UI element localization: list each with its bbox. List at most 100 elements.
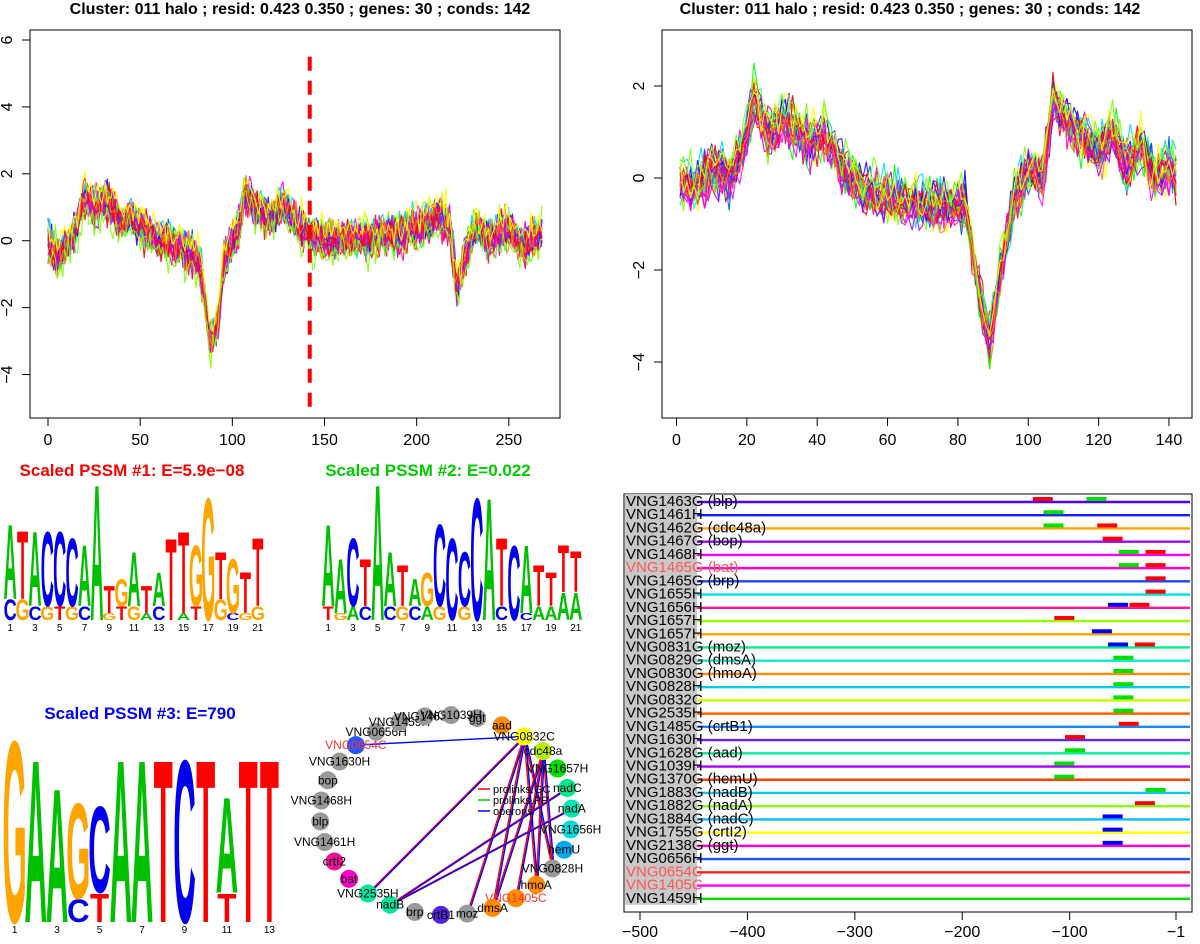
positions-gene-label: VNG1755G (crtI2) (626, 824, 747, 841)
positions-gene-label: VNG1882G (nadA) (626, 797, 753, 814)
positions-gene-badge (625, 599, 697, 614)
profile-cluster-x-tick-label: 120 (1085, 432, 1112, 449)
network-node (468, 709, 487, 728)
motif-1-letter: C (41, 511, 54, 630)
network-node-label: nadC (553, 781, 582, 795)
positions-motif-mark (1113, 655, 1134, 660)
profile-all-y-tick-label: −2 (0, 298, 16, 316)
motif-1-letter: C (28, 602, 42, 624)
motif-2-letter: T (533, 555, 544, 620)
motif-2-letter: T (545, 562, 556, 616)
positions-motif-mark (1145, 549, 1166, 554)
network-node-label: VNG1657H (527, 762, 588, 776)
network-node (533, 742, 552, 761)
network-node (312, 791, 331, 810)
positions-gene-label: VNG1657H (626, 612, 703, 629)
positions-motif-mark (1107, 642, 1128, 647)
positions-gene-badge (625, 560, 697, 575)
motif-1-position-label: 17 (203, 623, 215, 634)
network-node-label: VNG1039H (420, 708, 481, 722)
network-edge (389, 807, 573, 906)
motif-3-letter: T (196, 713, 215, 939)
network-edge (389, 787, 568, 906)
positions-gene-label: VNG1462G (cdc48a) (626, 519, 766, 536)
network-node (390, 713, 409, 732)
motif-1-position-label: 5 (57, 623, 63, 634)
positions-motif-mark (1118, 549, 1139, 554)
network-node-label: crtI2 (323, 854, 347, 868)
positions-gene-badge (625, 745, 697, 760)
network-node-label: cdc48a (524, 744, 563, 758)
motif-2-letter: A (334, 543, 347, 630)
motif-2-letter: G (457, 602, 471, 624)
positions-motif-mark (1113, 668, 1134, 673)
network-node (543, 859, 562, 878)
motif-1-position-label: 9 (106, 623, 112, 634)
motif-1-position-label: 3 (32, 623, 38, 634)
positions-motif-mark (1145, 576, 1166, 581)
motif-2-letter: C (384, 602, 398, 624)
motif-3-letter: G (2, 688, 26, 939)
motif-3-position-label: 7 (139, 925, 145, 936)
profile-all-y-tick-label: −4 (0, 365, 16, 383)
profile-all-y-tick-label: 0 (0, 236, 16, 245)
motif-3-position-label: 3 (54, 925, 60, 936)
motif-2-letter: A (569, 587, 582, 629)
motif-2-position-label: 19 (545, 623, 557, 634)
positions-gene-label: VNG0828H (626, 678, 703, 695)
motif-1-position-label: 1 (7, 623, 13, 634)
network-node-label: VNG2535H (337, 886, 398, 900)
positions-x-tick-label: −500 (622, 924, 658, 939)
network-node (458, 904, 477, 923)
network-edge (367, 736, 525, 894)
motif-2-position-label: 1 (325, 623, 331, 634)
motif-3-letter: T (90, 885, 109, 931)
positions-gene-label: VNG1465G (brp) (626, 572, 739, 589)
network-node (527, 875, 546, 894)
network-node-label: VNG1468H (291, 794, 352, 808)
positions-motif-mark (1065, 735, 1086, 740)
motif-2-letter: C (458, 536, 471, 623)
motif-2-letter: G (395, 602, 409, 624)
positions-motif-mark (1102, 840, 1123, 845)
positions-gene-label: VNG1039H (626, 758, 703, 775)
network-node (548, 759, 567, 778)
positions-motif-mark (1043, 510, 1064, 515)
motif-1-letter: T (215, 538, 226, 615)
profile-cluster-title: Cluster: 011 halo ; resid: 0.423 0.350 ;… (680, 1, 1141, 18)
motif-1-letter: C (78, 602, 92, 624)
motif-1-letter: G (16, 595, 30, 627)
profile-all-y-tick-label: 6 (0, 35, 16, 44)
profile-cluster-x-tick-label: 140 (1156, 432, 1183, 449)
motif-1-letter: G (189, 528, 203, 625)
positions-gene-badge (625, 652, 697, 667)
motif-1-letter: C (53, 511, 66, 630)
network-edge (355, 735, 525, 746)
network-edge (391, 787, 570, 906)
motif-3-position-label: 13 (264, 925, 276, 936)
motif-2-letter: C (346, 518, 359, 626)
profile-cluster-y-tick-label: 0 (631, 173, 648, 182)
motif-1-letter: T (116, 602, 128, 624)
positions-motif-mark (1065, 748, 1086, 753)
motif-1-letter: A (28, 511, 41, 630)
profile-all-x-tick-label: 0 (44, 432, 53, 449)
network-node (311, 812, 330, 831)
positions-motif-mark (1113, 695, 1134, 700)
motif-2-letter: A (322, 500, 335, 631)
motif-1-letter: T (17, 511, 28, 619)
network-node (561, 820, 580, 839)
motif-2-title: Scaled PSSM #2: E=0.022 (325, 461, 531, 480)
network-node-label: nadA (558, 802, 586, 816)
motif-2-letter: A (371, 445, 384, 662)
positions-gene-badge (625, 626, 697, 641)
positions-motif-mark (1091, 629, 1112, 634)
positions-motif-mark (1145, 589, 1166, 594)
motif-2-letter: A (557, 587, 570, 629)
motif-2-letter: A (483, 462, 496, 658)
motif-3-position-label: 11 (222, 925, 233, 936)
motif-3-letter: T (260, 713, 279, 939)
motif-1-letter: T (178, 507, 189, 638)
